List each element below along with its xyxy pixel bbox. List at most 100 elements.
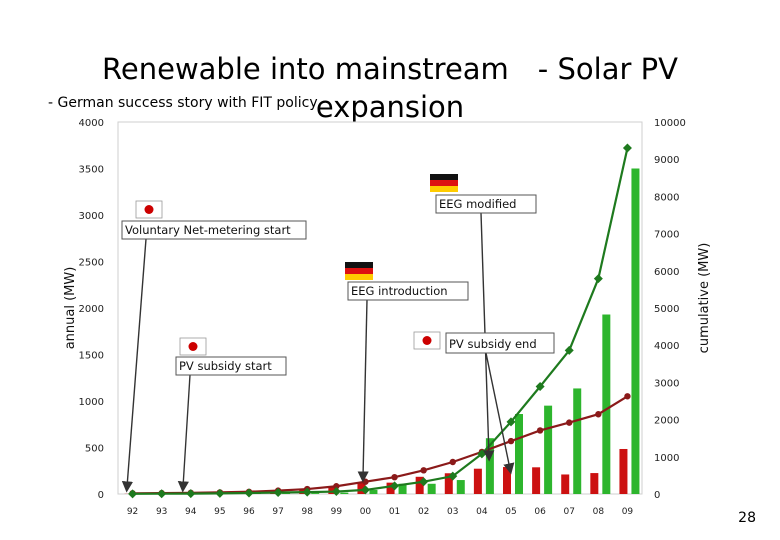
plot-area	[117, 121, 643, 495]
line-point	[624, 393, 631, 400]
x-tick-label: 05	[505, 507, 516, 517]
x-tick-label: 03	[447, 507, 458, 517]
x-tick-label: 93	[156, 507, 167, 517]
line-point	[593, 274, 603, 284]
y2-tick-label: 3000	[654, 378, 679, 389]
x-tick-label: 04	[476, 507, 488, 517]
x-tick-label: 94	[185, 507, 197, 517]
x-tick-label: 07	[563, 507, 574, 517]
line-point	[536, 427, 544, 434]
x-tick-label: 08	[593, 507, 605, 517]
annual-bar	[561, 474, 570, 494]
cumulative-bar	[311, 493, 320, 494]
annotation-box	[445, 332, 555, 354]
annotation-label: Voluntary Net-metering start	[125, 223, 291, 237]
annotation-arrow	[177, 374, 191, 493]
slide-title-line2: expansion	[315, 90, 465, 124]
y2-tick-label: 10000	[654, 118, 686, 129]
x-tick-label: 06	[534, 507, 546, 517]
slide-number: 28	[738, 510, 756, 526]
y-tick-label: 2500	[79, 258, 104, 269]
annotation-arrow	[121, 238, 147, 493]
cumulative-bar	[515, 414, 523, 494]
line-point	[507, 437, 515, 445]
japan-flag-disc	[144, 205, 154, 214]
slide-subtitle: - German success story with FIT policy	[48, 95, 318, 111]
cumulative-bar	[398, 483, 407, 494]
y-tick-label: 1500	[79, 351, 104, 362]
y-tick-label: 3000	[79, 211, 104, 222]
germany-flag-stripe	[430, 180, 458, 186]
annual-bar	[619, 448, 628, 494]
annotation-box	[121, 220, 307, 240]
cumulative-bar	[485, 438, 494, 494]
line-point	[506, 417, 516, 427]
x-tick-label: 98	[301, 507, 313, 517]
line-point	[566, 419, 573, 426]
line-point	[215, 488, 225, 498]
germany-flag-stripe	[345, 274, 373, 280]
annual-bar	[444, 473, 453, 494]
y2-tick-label: 5000	[654, 304, 679, 315]
line-point	[535, 381, 545, 391]
y-tick-label: 2000	[79, 304, 104, 315]
y2-tick-label: 7000	[654, 230, 679, 241]
y-tick-label: 3500	[79, 165, 104, 176]
line-point	[362, 478, 369, 485]
y2-tick-label: 1000	[654, 453, 679, 464]
line-point	[302, 487, 312, 497]
x-tick-label: 97	[272, 507, 283, 517]
y2-tick-label: 6000	[654, 267, 679, 278]
y-tick-label: 1000	[79, 397, 104, 408]
y-axis-label: annual (MW)	[63, 267, 78, 350]
x-tick-label: 01	[389, 507, 400, 517]
cumulative-bar	[573, 388, 582, 494]
line-point	[449, 458, 456, 466]
y-tick-label: 0	[98, 490, 104, 501]
annotation-japan: PV subsidy end	[413, 331, 555, 475]
cumulative-bar	[369, 489, 378, 494]
line-point	[419, 477, 429, 487]
annual-bar	[503, 467, 511, 494]
annotation-label: PV subsidy start	[179, 359, 272, 373]
x-tick-label: 00	[360, 507, 372, 517]
cumulative-bar	[544, 405, 553, 494]
line-point	[390, 481, 400, 491]
annual-bar	[357, 482, 366, 494]
x-tick-label: 99	[331, 507, 343, 517]
line-point	[157, 489, 167, 499]
annotation-germany: EEG modified	[430, 174, 537, 462]
cumulative-bar	[427, 483, 436, 494]
cumulative-bar	[340, 492, 349, 494]
series-line	[132, 147, 629, 495]
annotation-arrow	[485, 352, 515, 475]
line-point	[622, 143, 632, 153]
line-point	[244, 488, 254, 498]
japan-flag-disc	[422, 336, 432, 345]
annual-bar	[415, 476, 424, 494]
line-point	[391, 473, 398, 481]
y2-tick-label: 4000	[654, 341, 679, 352]
annotation-japan: PV subsidy start	[175, 337, 287, 493]
line-point	[448, 471, 458, 481]
germany-flag-stripe	[430, 186, 458, 192]
germany-flag-icon	[345, 262, 373, 268]
annotation-box	[175, 356, 287, 376]
annual-bar	[473, 468, 482, 494]
y2-tick-label: 0	[654, 490, 660, 501]
x-tick-label: 02	[418, 507, 429, 517]
germany-flag-stripe	[345, 268, 373, 274]
y-tick-label: 4000	[79, 118, 104, 129]
annotation-germany: EEG introduction	[345, 262, 469, 483]
x-tick-label: 09	[622, 507, 634, 517]
y2-axis-label: cumulative (MW)	[697, 243, 712, 354]
y2-tick-label: 9000	[654, 155, 679, 166]
line-point	[420, 467, 427, 474]
cumulative-bar	[631, 168, 640, 494]
annotation-japan: Voluntary Net-metering start	[121, 200, 307, 493]
cumulative-bar	[456, 480, 465, 494]
annotation-box	[347, 281, 469, 301]
y2-tick-label: 8000	[654, 192, 679, 203]
